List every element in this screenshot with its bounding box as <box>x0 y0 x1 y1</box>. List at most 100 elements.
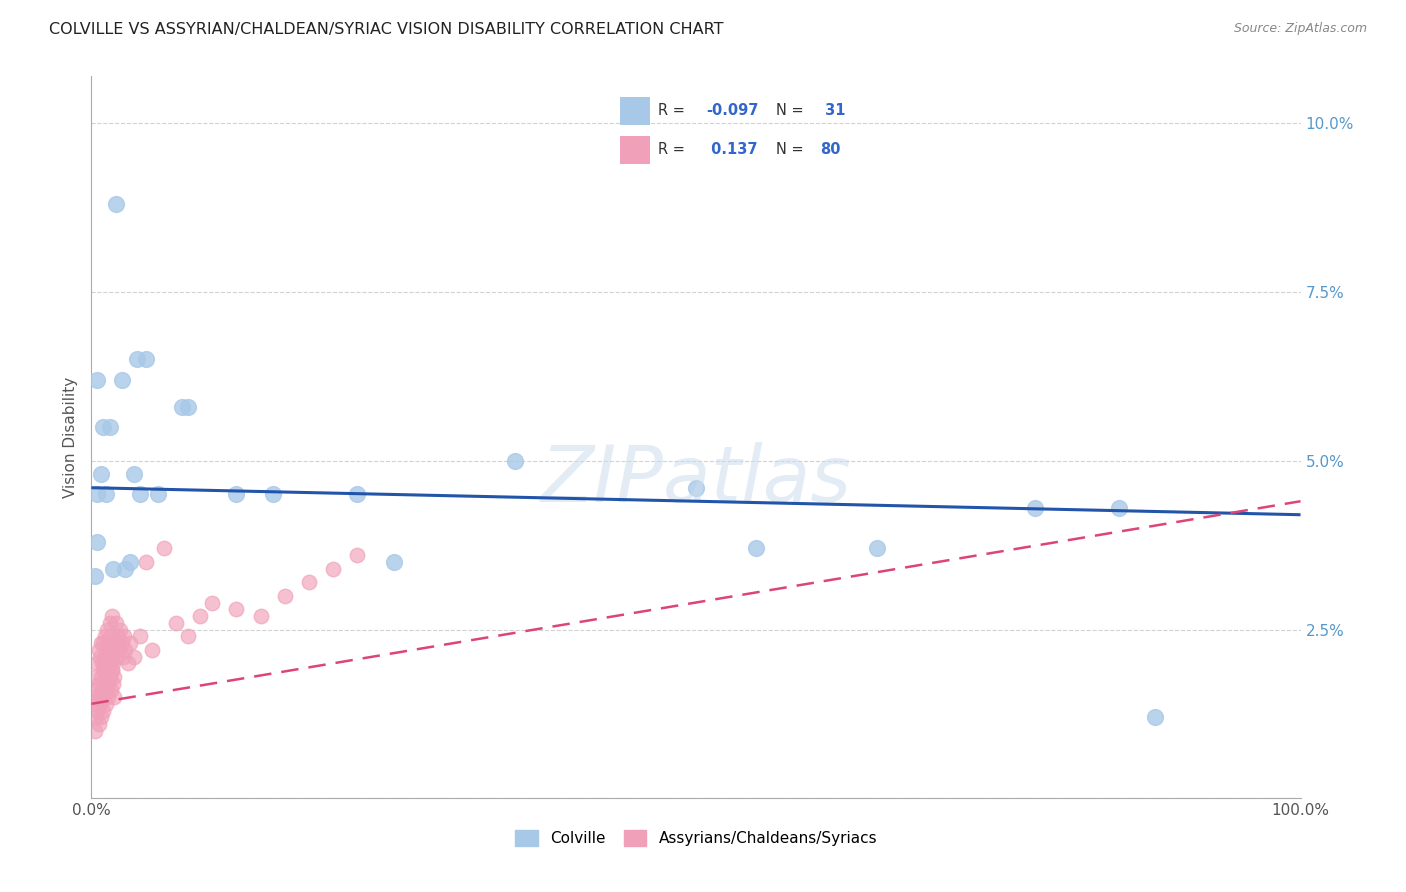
Point <box>201 595 224 609</box>
Point <box>96 642 118 657</box>
Point <box>101 657 124 671</box>
Point <box>100 649 122 664</box>
Point <box>346 487 368 501</box>
Point <box>112 629 135 643</box>
Text: COLVILLE VS ASSYRIAN/CHALDEAN/SYRIAC VISION DISABILITY CORRELATION CHART: COLVILLE VS ASSYRIAN/CHALDEAN/SYRIAC VIS… <box>49 22 724 37</box>
Point <box>90 636 112 650</box>
Point <box>165 615 187 630</box>
Point <box>249 609 271 624</box>
Text: N =: N = <box>776 143 808 157</box>
Point <box>120 555 142 569</box>
Point <box>103 670 125 684</box>
Point <box>84 710 107 724</box>
Point <box>298 575 321 590</box>
Point <box>141 642 163 657</box>
Point <box>86 373 108 387</box>
Point <box>322 562 344 576</box>
Point <box>172 400 194 414</box>
Point <box>86 704 108 718</box>
Point <box>91 683 114 698</box>
Point <box>90 670 112 684</box>
Point <box>135 555 157 569</box>
Point <box>96 676 118 690</box>
Point <box>346 548 368 562</box>
Point <box>93 704 115 718</box>
Point <box>90 710 112 724</box>
Point <box>122 467 145 482</box>
Point <box>98 670 121 684</box>
Point <box>177 629 200 643</box>
Point <box>86 657 108 671</box>
Point <box>188 609 211 624</box>
Point <box>101 676 124 690</box>
Point <box>1144 710 1167 724</box>
Point <box>89 697 111 711</box>
Point <box>111 636 132 650</box>
Point <box>84 670 107 684</box>
Point <box>110 623 132 637</box>
Text: -0.097: -0.097 <box>706 103 759 119</box>
Point <box>153 541 176 556</box>
Point <box>101 609 124 624</box>
Point <box>86 534 108 549</box>
Point <box>382 555 405 569</box>
Bar <box>620 136 650 164</box>
Point <box>128 487 150 501</box>
Point <box>83 690 105 704</box>
Point <box>101 663 124 677</box>
Point <box>93 649 115 664</box>
Point <box>93 663 115 677</box>
Point <box>98 615 121 630</box>
Point <box>111 373 132 387</box>
Point <box>114 642 136 657</box>
Point <box>93 636 115 650</box>
Point <box>94 697 117 711</box>
Point <box>86 697 108 711</box>
Point <box>146 487 169 501</box>
Point <box>685 481 707 495</box>
Point <box>87 717 110 731</box>
Point <box>97 636 120 650</box>
Point <box>89 690 111 704</box>
Point <box>84 568 107 582</box>
Point <box>93 690 115 704</box>
Point <box>111 649 134 664</box>
Point <box>103 690 125 704</box>
Point <box>94 487 117 501</box>
Y-axis label: Vision Disability: Vision Disability <box>62 376 77 498</box>
Point <box>94 670 117 684</box>
Point <box>274 589 297 603</box>
Point <box>98 420 121 434</box>
Point <box>93 629 115 643</box>
Point <box>108 642 131 657</box>
Point <box>93 420 115 434</box>
Text: R =: R = <box>658 103 690 119</box>
Point <box>91 690 114 704</box>
Point <box>262 487 284 501</box>
Point <box>128 629 150 643</box>
Text: 0.137: 0.137 <box>706 143 758 157</box>
Point <box>745 541 768 556</box>
Legend: Colville, Assyrians/Chaldeans/Syriacs: Colville, Assyrians/Chaldeans/Syriacs <box>509 824 883 852</box>
Point <box>107 629 129 643</box>
Text: N =: N = <box>776 103 808 119</box>
Point <box>98 670 121 684</box>
Point <box>117 657 139 671</box>
Point <box>503 453 526 467</box>
Point <box>104 636 127 650</box>
Point <box>100 683 122 698</box>
Point <box>100 629 122 643</box>
Point <box>96 683 118 698</box>
Point <box>120 636 142 650</box>
Point <box>84 683 107 698</box>
Text: Source: ZipAtlas.com: Source: ZipAtlas.com <box>1233 22 1367 36</box>
Point <box>84 723 107 738</box>
Point <box>101 562 124 576</box>
Point <box>96 623 118 637</box>
Point <box>97 663 120 677</box>
Point <box>866 541 889 556</box>
Point <box>87 642 110 657</box>
Point <box>135 352 157 367</box>
Bar <box>620 97 650 125</box>
Point <box>90 467 112 482</box>
